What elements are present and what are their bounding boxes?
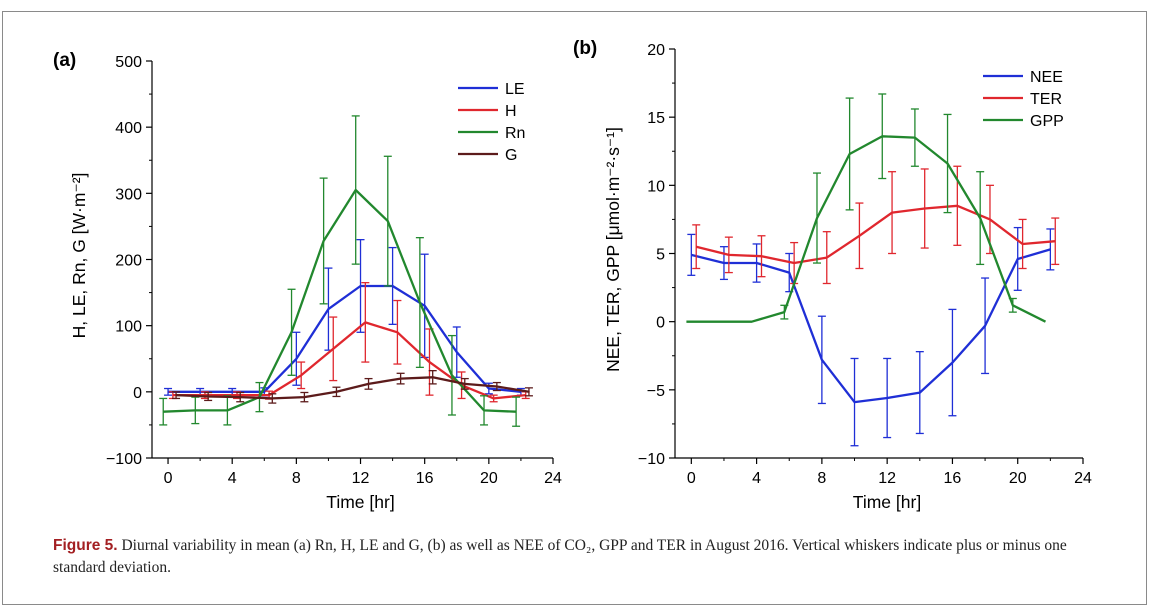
- x-tick-label: 8: [292, 470, 301, 487]
- legend-entry: H: [505, 103, 517, 120]
- x-tick-label: 16: [416, 470, 434, 487]
- y-tick-label: 10: [647, 178, 665, 195]
- series-line: [163, 188, 517, 413]
- panel-label: (a): [53, 50, 76, 71]
- y-tick-label: 400: [115, 120, 142, 137]
- x-tick-label: 12: [352, 470, 370, 487]
- x-axis-label: Time [hr]: [326, 492, 394, 512]
- caption-text: Diurnal variability in mean (a) Rn, H, L…: [53, 537, 1067, 576]
- series-gpp: [686, 93, 1047, 323]
- series-line: [172, 321, 526, 400]
- legend-entry: NEE: [1030, 69, 1063, 86]
- series-line: [168, 284, 522, 393]
- legend-entry: TER: [1030, 91, 1062, 108]
- x-tick-label: 4: [752, 470, 761, 487]
- y-tick-label: 20: [647, 42, 665, 59]
- series-nee: [687, 226, 1055, 447]
- legend-entry: GPP: [1030, 113, 1064, 130]
- y-tick-label: 15: [647, 110, 665, 127]
- x-tick-label: 8: [817, 470, 826, 487]
- y-tick-label: 200: [115, 253, 142, 270]
- caption-label: Figure 5.: [53, 537, 118, 554]
- series-line: [691, 248, 1051, 404]
- x-tick-label: 0: [687, 470, 696, 487]
- x-axis-label: Time [hr]: [853, 492, 921, 512]
- series-g: [172, 370, 533, 404]
- series-line: [695, 204, 1056, 265]
- series-ter: [692, 165, 1060, 285]
- x-tick-label: 24: [1074, 470, 1092, 487]
- x-tick-label: 16: [944, 470, 962, 487]
- legend-entry: Rn: [505, 125, 525, 142]
- chart-panel-b: −10 −5 0 5 10 15 20 0 4 8 12 16 20 24 Time [hr] NEE, TE…: [573, 38, 1092, 512]
- chart-panel-a: −100 0 100 200 300 400 500 0 4 8 12 16 20 24 Time [hr]…: [53, 50, 562, 512]
- x-tick-label: 12: [878, 470, 896, 487]
- y-tick-label: 0: [656, 315, 665, 332]
- y-tick-label: 5: [656, 247, 665, 264]
- y-tick-label: −5: [647, 383, 665, 400]
- y-tick-label: −10: [638, 451, 665, 468]
- figure-frame: −100 0 100 200 300 400 500 0 4 8 12 16 20 24 Time [hr]…: [2, 11, 1147, 605]
- series-le: [164, 238, 525, 397]
- y-axis-label: H, LE, Rn, G [W·m⁻²]: [69, 173, 89, 339]
- x-tick-label: 24: [544, 470, 562, 487]
- y-tick-label: −100: [106, 451, 142, 468]
- x-tick-label: 20: [1009, 470, 1027, 487]
- y-tick-label: 0: [133, 385, 142, 402]
- x-tick-label: 20: [480, 470, 498, 487]
- panel-label: (b): [573, 38, 597, 59]
- x-tick-label: 4: [228, 470, 237, 487]
- x-tick-label: 0: [164, 470, 173, 487]
- series-line: [176, 376, 530, 400]
- y-axis-label: NEE, TER, GPP [μmol·m⁻²·s⁻¹]: [603, 127, 623, 372]
- y-tick-label: 100: [115, 319, 142, 336]
- series-line: [686, 135, 1047, 323]
- legend-entry: G: [505, 147, 517, 164]
- figure-caption: Figure 5. Diurnal variability in mean (a…: [53, 535, 1123, 579]
- series-rn: [159, 115, 521, 427]
- y-tick-label: 300: [115, 186, 142, 203]
- legend-entry: LE: [505, 81, 525, 98]
- y-tick-label: 500: [115, 54, 142, 71]
